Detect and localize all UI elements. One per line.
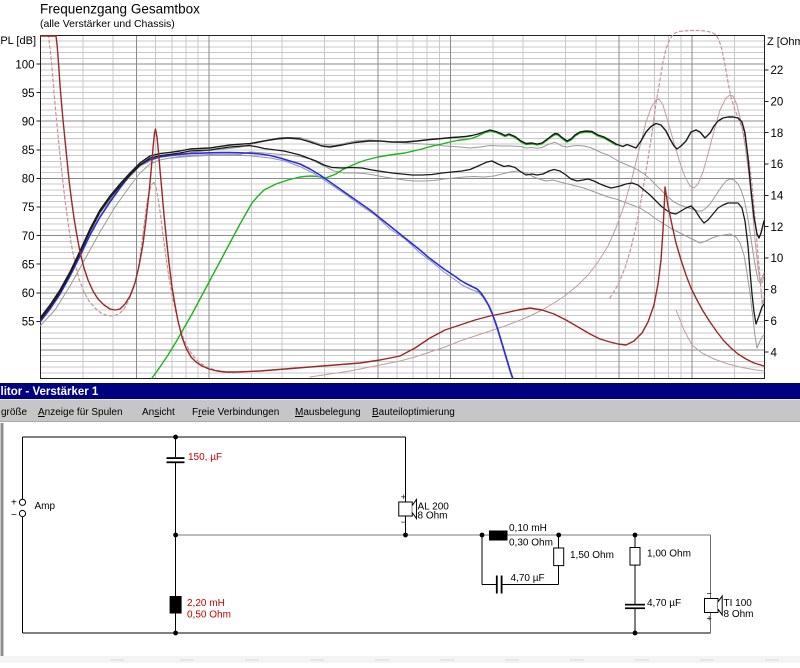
svg-text:8 Ohm: 8 Ohm [724, 609, 754, 620]
svg-text:18: 18 [771, 128, 784, 140]
svg-text:100: 100 [15, 59, 34, 71]
svg-text:0,30 Ohm: 0,30 Ohm [509, 538, 553, 549]
svg-text:größe: größe [1, 407, 28, 418]
svg-text:PL [dB]: PL [dB] [0, 35, 36, 47]
svg-text:85: 85 [22, 145, 35, 157]
svg-text:60: 60 [22, 288, 35, 300]
svg-text:95: 95 [22, 88, 35, 100]
svg-text:4,70 µF: 4,70 µF [511, 573, 545, 584]
svg-text:8 Ohm: 8 Ohm [418, 511, 448, 522]
svg-text:Ansicht: Ansicht [142, 407, 175, 418]
svg-text:8: 8 [771, 285, 777, 297]
svg-text:20: 20 [771, 97, 784, 109]
svg-text:70: 70 [22, 231, 35, 243]
svg-text:TI 100: TI 100 [724, 598, 753, 609]
svg-text:0,10 mH: 0,10 mH [509, 523, 547, 534]
svg-text:1,50 Ohm: 1,50 Ohm [570, 550, 614, 561]
svg-text:Z [Ohm]: Z [Ohm] [767, 36, 800, 48]
svg-text:Anzeige für Spulen: Anzeige für Spulen [38, 407, 123, 418]
svg-text:14: 14 [771, 191, 784, 203]
svg-text:0,50 Ohm: 0,50 Ohm [187, 610, 231, 621]
svg-text:Freie Verbindungen: Freie Verbindungen [192, 407, 279, 418]
svg-text:90: 90 [22, 117, 35, 129]
svg-text:22: 22 [771, 65, 784, 77]
svg-text:16: 16 [771, 159, 784, 171]
svg-text:Frequenzgang Gesamtbox: Frequenzgang Gesamtbox [40, 2, 200, 17]
svg-text:1,00 Ohm: 1,00 Ohm [647, 549, 691, 560]
svg-text:AL 200: AL 200 [418, 502, 450, 513]
svg-text:Mausbelegung: Mausbelegung [295, 407, 361, 418]
svg-text:4: 4 [771, 347, 778, 359]
svg-text:4,70 µF: 4,70 µF [647, 598, 681, 609]
svg-text:+: + [11, 498, 17, 509]
svg-text:150, µF: 150, µF [188, 452, 222, 463]
svg-text:−: − [11, 510, 17, 521]
svg-text:(alle Verstärker und Chassis): (alle Verstärker und Chassis) [40, 18, 175, 30]
svg-text:2,20 mH: 2,20 mH [187, 598, 225, 609]
svg-text:+: + [401, 492, 406, 502]
svg-text:65: 65 [22, 259, 35, 271]
svg-text:12: 12 [771, 222, 784, 234]
svg-text:−: − [707, 589, 712, 599]
svg-text:10: 10 [771, 253, 784, 265]
svg-text:55: 55 [22, 317, 35, 329]
svg-text:litor - Verstärker 1: litor - Verstärker 1 [1, 386, 99, 398]
svg-text:+: + [707, 614, 712, 624]
svg-text:6: 6 [771, 316, 777, 328]
svg-text:−: − [401, 517, 406, 527]
svg-text:80: 80 [22, 174, 35, 186]
svg-text:Amp: Amp [35, 501, 56, 512]
svg-text:75: 75 [22, 202, 35, 214]
svg-text:Bauteiloptimierung: Bauteiloptimierung [372, 407, 455, 418]
